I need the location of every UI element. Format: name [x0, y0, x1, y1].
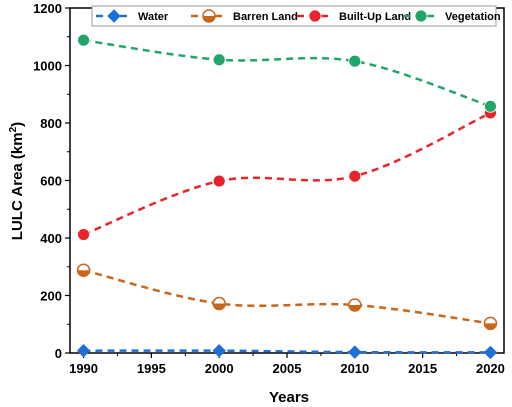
y-axis-title-main: LULC Area (km	[9, 132, 26, 240]
y-axis-title-sup: 2	[8, 126, 19, 132]
point-built-up-land	[212, 174, 226, 188]
legend-item-barren-land: Barren Land	[191, 9, 298, 23]
point-barren-land	[212, 296, 226, 311]
x-tick-label: 1990	[69, 361, 98, 376]
series-line-vegetation	[83, 38, 491, 108]
point-barren-land	[348, 298, 362, 312]
y-axis-title: LULC Area (km2)	[8, 122, 26, 240]
legend-item-water: Water	[96, 9, 169, 23]
x-axis-title: Years	[269, 389, 309, 406]
point-water	[483, 345, 498, 360]
series-line-water	[83, 349, 491, 354]
legend-marker-built-up-land	[308, 9, 322, 23]
point-built-up-land	[77, 228, 90, 241]
legend-box	[91, 5, 497, 27]
y-tick-label: 200	[40, 289, 62, 304]
point-water	[348, 345, 362, 359]
legend-marker-barren-land-fill	[203, 16, 215, 22]
axes: 1990 1995 2000 2005 2010 2015 2020 0 200 400 600 80…	[33, 1, 505, 376]
legend: Water Barren Land Built-Up Land Vegetation	[91, 5, 501, 27]
y-tick-label: 1200	[33, 1, 62, 16]
y-tick-label: 800	[40, 116, 62, 131]
legend-label-built-up-land: Built-Up Land	[339, 11, 411, 23]
y-axis-title-close: )	[9, 122, 26, 127]
point-vegetation	[484, 99, 497, 113]
point-barren-land-fill	[77, 270, 90, 277]
x-tick-label: 2000	[205, 361, 234, 376]
legend-marker-water	[107, 9, 121, 23]
y-tick-label: 600	[40, 174, 62, 189]
point-barren-land-fill	[348, 304, 361, 311]
x-tick-label: 1995	[137, 361, 166, 376]
legend-item-vegetation: Vegetation	[403, 9, 501, 23]
point-barren-land	[483, 316, 498, 331]
point-water	[76, 343, 91, 358]
point-vegetation	[77, 33, 90, 47]
series-line-built-up-land	[83, 111, 491, 236]
legend-label-vegetation: Vegetation	[445, 11, 501, 23]
series-water	[76, 343, 498, 360]
y-tick-label: 1000	[33, 59, 62, 74]
legend-item-built-up-land: Built-Up Land	[297, 9, 411, 23]
x-tick-label: 2010	[340, 361, 369, 376]
legend-marker-vegetation	[414, 9, 428, 23]
point-barren-land-fill	[484, 323, 497, 330]
legend-label-water: Water	[138, 11, 169, 23]
y-tick-label: 0	[55, 346, 62, 361]
point-vegetation	[212, 53, 226, 67]
x-tick-label: 2015	[408, 361, 437, 376]
point-barren-land	[76, 263, 91, 277]
y-tick-label: 400	[40, 231, 62, 246]
series-line-barren-land	[83, 268, 491, 325]
point-vegetation	[348, 54, 362, 68]
series-barren-land	[76, 263, 498, 331]
series-layer	[76, 33, 498, 360]
legend-marker-barren-land	[202, 9, 216, 23]
legend-label-barren-land: Barren Land	[233, 11, 298, 23]
x-tick-label: 2005	[273, 361, 302, 376]
series-vegetation	[77, 33, 497, 113]
x-tick-label: 2020	[476, 361, 505, 376]
series-built-up-land	[77, 106, 497, 241]
point-water	[212, 343, 226, 358]
point-barren-land-fill	[213, 303, 226, 310]
point-built-up-land	[348, 169, 362, 183]
